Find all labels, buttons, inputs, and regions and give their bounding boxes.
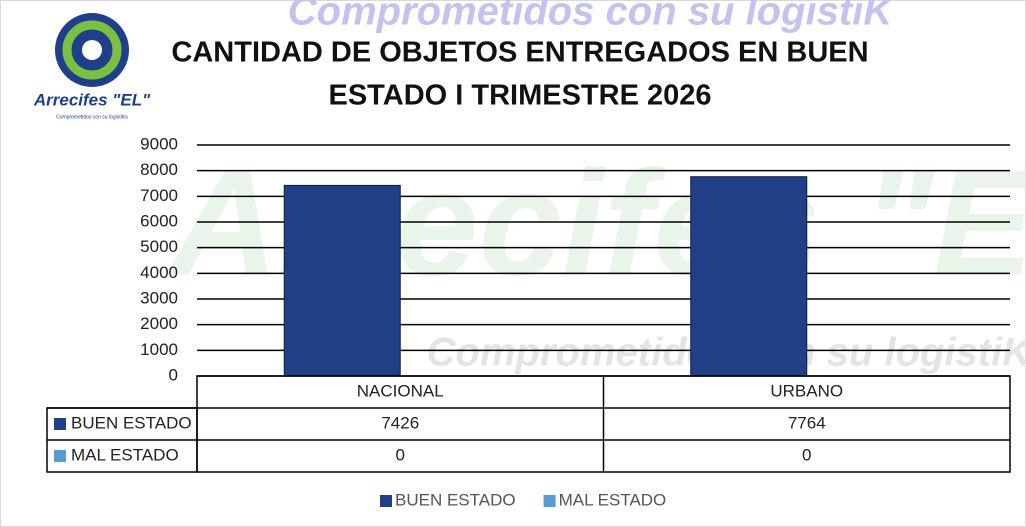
legend-label: MAL ESTADO [559, 490, 667, 509]
bar [690, 176, 808, 377]
y-tick-label: 0 [169, 365, 178, 384]
table-value: 0 [802, 445, 811, 464]
y-tick-label: 3000 [140, 288, 178, 307]
y-tick-label: 4000 [140, 263, 178, 282]
y-tick-label: 5000 [140, 237, 178, 256]
y-tick-label: 1000 [140, 340, 178, 359]
chart-title: ESTADO I TRIMESTRE 2026 [329, 80, 712, 112]
bar [283, 184, 401, 377]
legend-key [543, 495, 556, 507]
table-value: 7764 [788, 413, 826, 432]
y-tick-label: 9000 [140, 134, 178, 153]
legend-label: BUEN ESTADO [395, 490, 516, 509]
watermark-top: Comprometidos con su logistiK [288, 0, 896, 34]
x-tick-label: URBANO [770, 381, 843, 400]
y-tick-label: 8000 [140, 160, 178, 179]
table-value: 0 [396, 445, 405, 464]
y-tick-label: 2000 [140, 314, 178, 333]
x-tick-label: NACIONAL [357, 381, 444, 400]
chart-title: CANTIDAD DE OBJETOS ENTREGADOS EN BUEN [171, 37, 868, 69]
table-value: 7426 [381, 413, 419, 432]
y-tick-label: 6000 [140, 211, 178, 230]
table-row-label: BUEN ESTADO [71, 413, 192, 432]
legend-key [54, 418, 66, 430]
logo-tagline: Comprometidos con su logistiKa [56, 114, 128, 120]
y-tick-label: 7000 [140, 186, 178, 205]
logo-ring [62, 20, 122, 80]
logo-center [82, 40, 102, 60]
logo-name: Arrecifes "EL" [33, 90, 151, 109]
table-row-label: MAL ESTADO [71, 445, 179, 464]
logo: Arrecifes "EL" Comprometidos con su logi… [33, 13, 151, 120]
legend-key [380, 495, 392, 507]
legend-key [54, 450, 66, 462]
